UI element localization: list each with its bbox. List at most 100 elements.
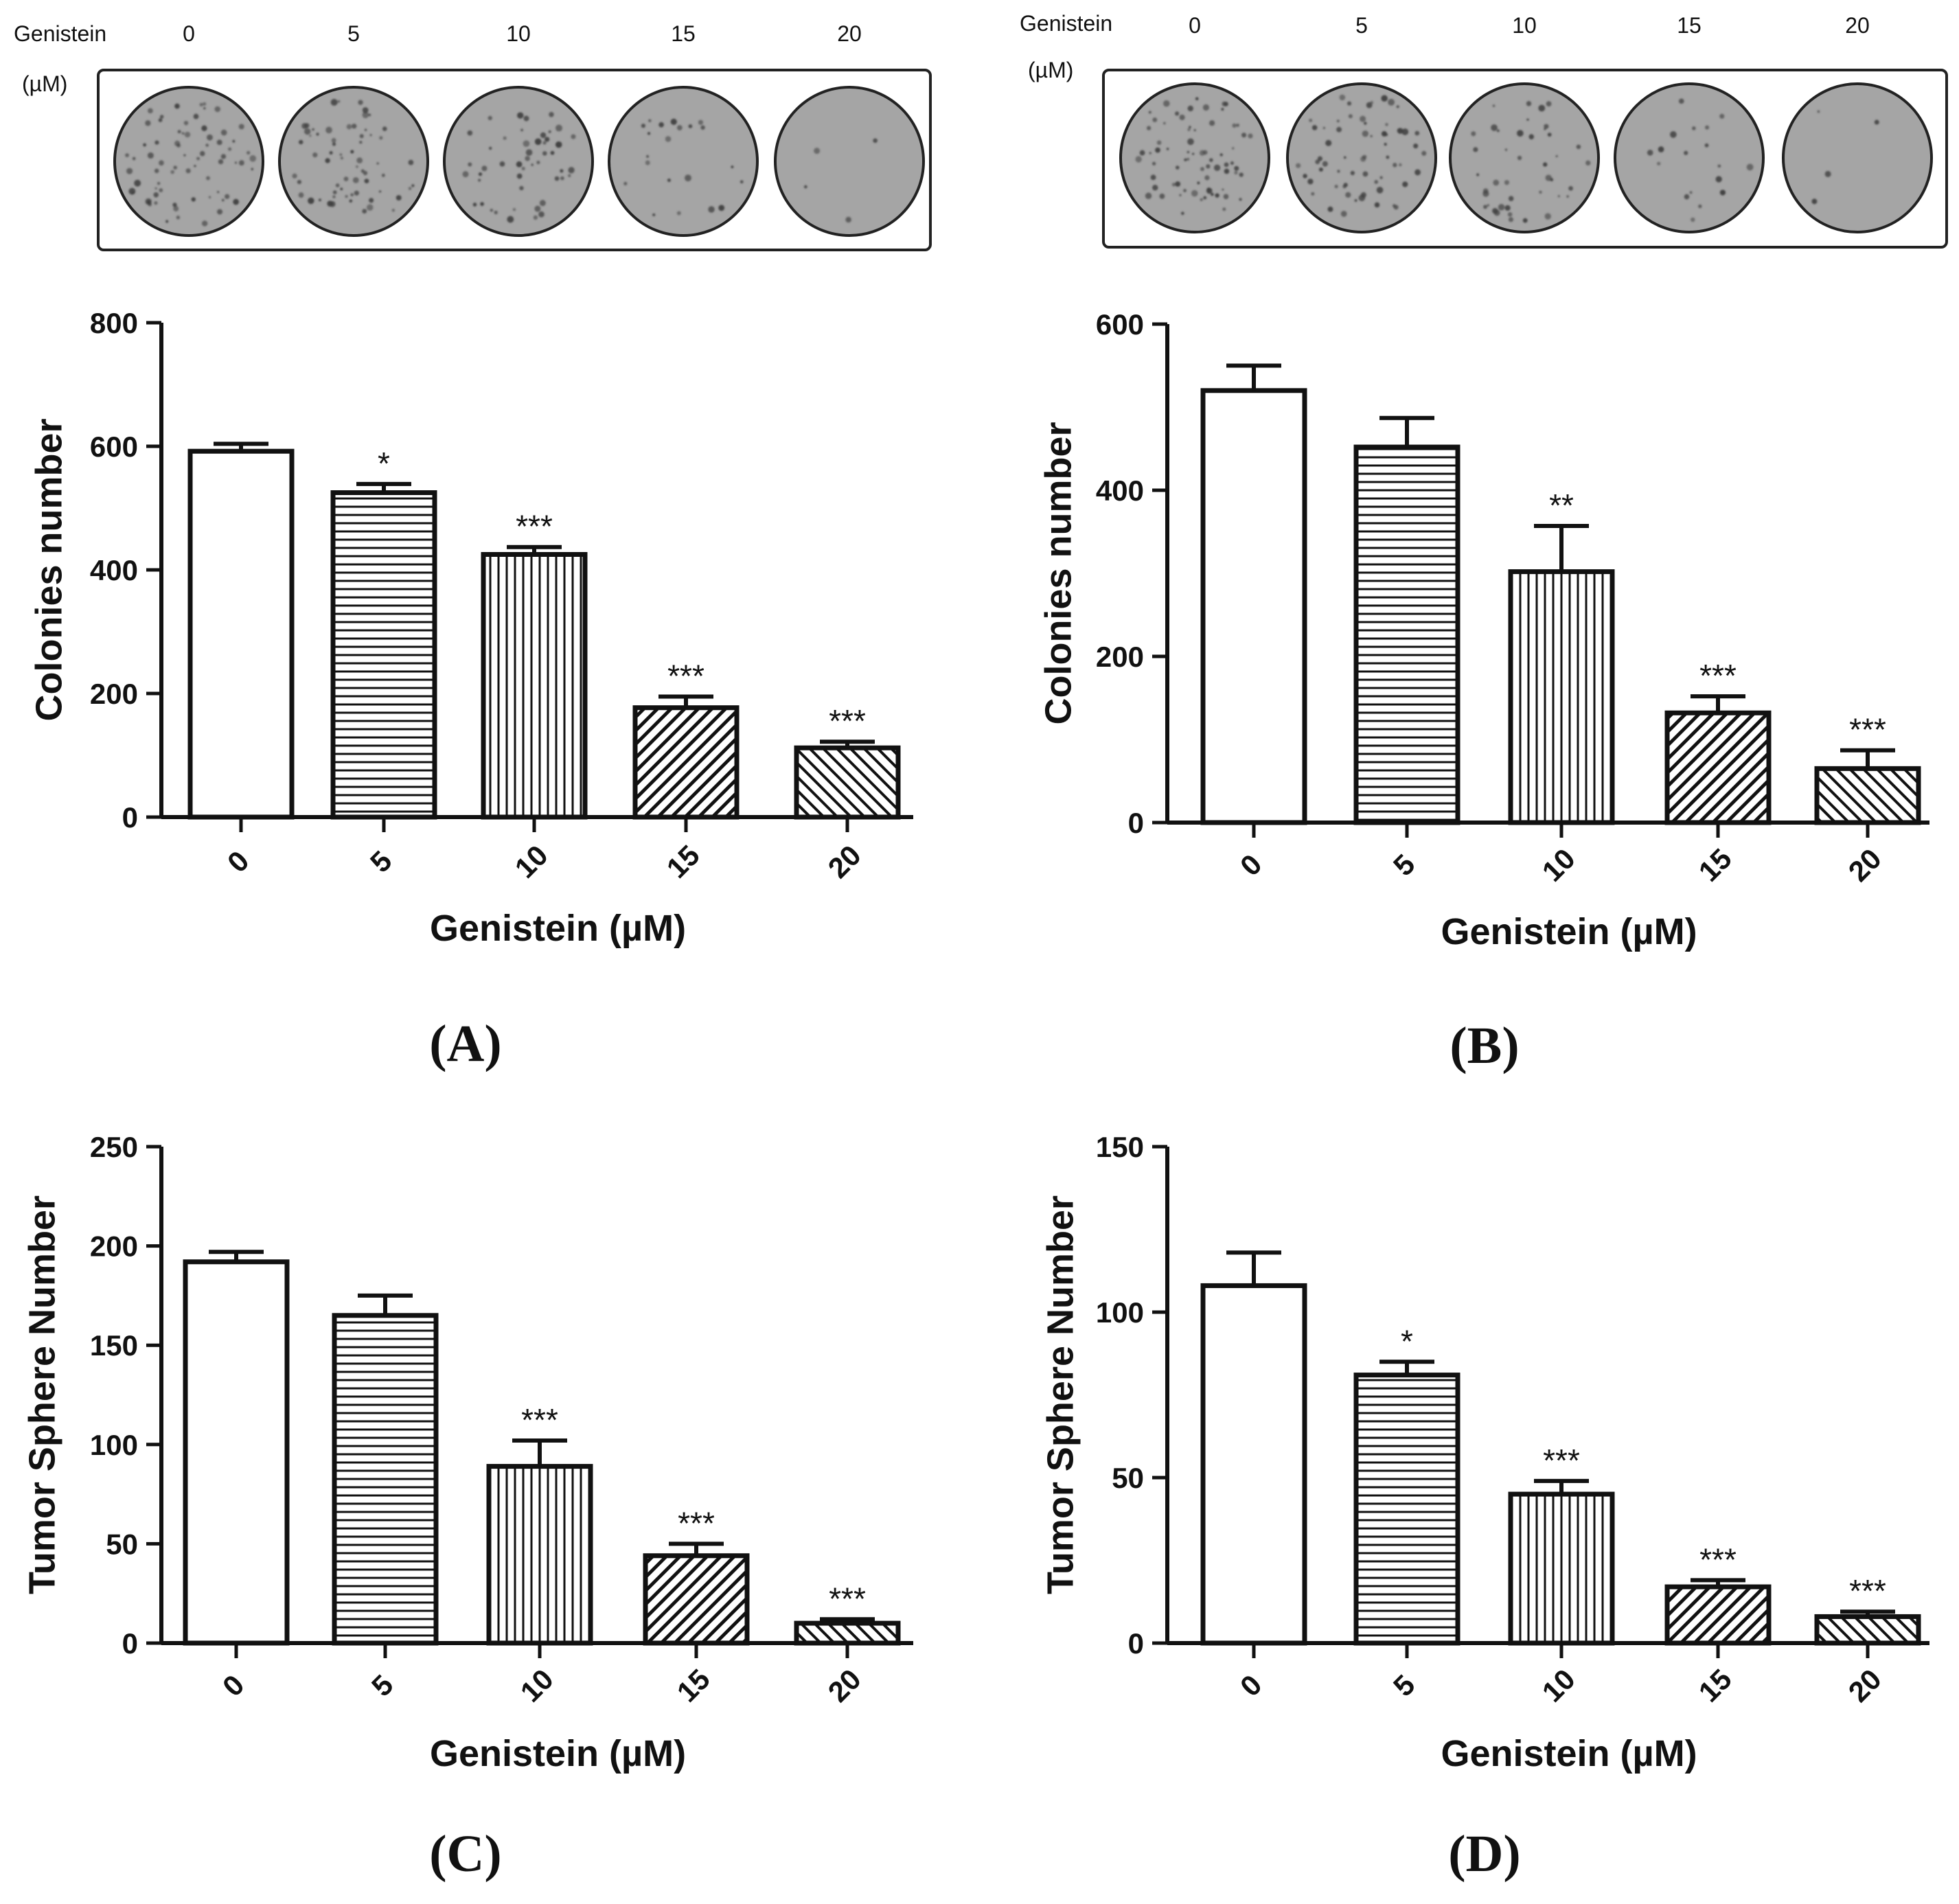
colony-dot	[157, 181, 161, 185]
plate-label-unit: (µM)	[1028, 58, 1073, 82]
colony-dot	[329, 151, 333, 155]
colony-dot	[1347, 101, 1352, 106]
colony-dot	[1492, 104, 1496, 108]
colony-dots	[623, 118, 744, 216]
colony-dot	[411, 184, 415, 187]
colony-dot	[503, 136, 507, 140]
colony-dot	[221, 198, 225, 202]
y-tick-label: 400	[90, 554, 138, 586]
colony-dot	[468, 162, 472, 167]
colony-dot	[126, 168, 133, 174]
plate-dose-label: 0	[1189, 13, 1201, 38]
plate-well	[1119, 82, 1270, 233]
colony-dot	[172, 203, 177, 207]
colony-dot	[676, 125, 683, 130]
colony-dot	[568, 167, 575, 174]
colony-dot	[1184, 158, 1187, 161]
colony-dot	[1241, 133, 1247, 138]
colony-dot	[1231, 147, 1235, 150]
colony-dot	[1508, 217, 1514, 222]
panel-label: (C)	[429, 1825, 502, 1883]
colony-dot	[364, 179, 369, 184]
significance-label: ***	[829, 1581, 866, 1616]
colony-dot	[228, 147, 232, 151]
colony-dot	[1215, 193, 1219, 198]
colony-dot	[1482, 190, 1489, 197]
colony-dot	[1336, 119, 1340, 123]
colony-dot	[1539, 190, 1542, 194]
colony-dot	[154, 187, 158, 190]
colony-dot	[740, 180, 744, 184]
bar-chart-d: 0 50 100 150 Tumor Sphere Number 0 * 5 *** 10 *** 1…	[1040, 1131, 1929, 1883]
x-tick-label: 0	[216, 1668, 251, 1703]
bar	[1814, 1614, 1921, 1646]
colony-dot	[1483, 205, 1487, 209]
colony-dot	[159, 115, 164, 119]
colony-dot	[1199, 150, 1206, 156]
colony-dot	[1187, 150, 1190, 154]
colony-plate-a: Genistein (µM) 0 5 10 15 20	[14, 21, 932, 251]
colony-dot	[356, 165, 358, 168]
colony-dot	[220, 129, 227, 136]
colony-dot	[1166, 148, 1169, 150]
colony-dot	[531, 163, 534, 166]
bar	[330, 490, 437, 820]
colony-dot	[1224, 168, 1230, 174]
colony-dot	[165, 220, 169, 223]
colony-dot	[1343, 156, 1347, 159]
colony-dot	[1414, 130, 1420, 136]
colony-dot	[542, 151, 547, 156]
colony-dot	[154, 140, 159, 145]
colony-dot	[645, 160, 650, 165]
x-axis-title: Genistein (µM)	[430, 1733, 686, 1774]
colony-dot	[1309, 118, 1313, 122]
colony-dot	[525, 149, 533, 156]
colony-dots	[1295, 94, 1427, 217]
colony-dot	[206, 176, 210, 181]
colony-dot	[382, 126, 387, 131]
colony-dot	[1393, 205, 1399, 210]
colony-dot	[337, 100, 341, 103]
colony-dot	[1715, 176, 1722, 183]
colony-dot	[1139, 150, 1145, 156]
colony-dot	[684, 174, 691, 182]
colony-dot	[641, 124, 645, 128]
bar	[1508, 1491, 1615, 1646]
colony-dot	[1538, 104, 1546, 112]
colony-dot	[316, 133, 319, 136]
colony-dot	[718, 205, 725, 211]
colony-dot	[181, 132, 185, 135]
colony-dot	[199, 150, 205, 157]
plate-well	[1614, 82, 1765, 233]
y-axis-title: Tumor Sphere Number	[21, 1195, 62, 1594]
colony-dot	[658, 122, 664, 128]
colony-dot	[134, 179, 141, 187]
colony-dot	[1179, 194, 1182, 196]
x-tick-label: 0	[1234, 1668, 1268, 1703]
colony-dot	[1504, 148, 1508, 151]
colony-dot	[408, 187, 412, 190]
colony-dot	[238, 124, 244, 130]
colony-dot	[1193, 128, 1196, 132]
colony-dot	[183, 120, 189, 126]
colony-dot	[1248, 133, 1253, 139]
significance-label: ***	[521, 1402, 558, 1438]
bar	[794, 745, 901, 820]
colony-dots	[1471, 101, 1591, 223]
colony-dot	[381, 173, 385, 177]
colony-dot	[1180, 211, 1184, 216]
colony-dot	[1364, 122, 1367, 125]
significance-label: **	[1549, 488, 1574, 523]
colony-dot	[368, 113, 371, 117]
colony-dot	[358, 100, 363, 105]
colony-dot	[1544, 213, 1551, 220]
y-tick-label: 150	[1096, 1131, 1144, 1163]
colony-dot	[1322, 161, 1328, 167]
colony-dot	[1547, 133, 1552, 137]
colony-dot	[462, 171, 469, 178]
y-tick-label: 200	[1096, 641, 1144, 673]
colony-dot	[1206, 187, 1213, 194]
x-tick-label: 20	[1842, 842, 1888, 888]
colony-dot	[1223, 194, 1229, 200]
x-axis-title: Genistein (µM)	[1441, 1733, 1697, 1774]
